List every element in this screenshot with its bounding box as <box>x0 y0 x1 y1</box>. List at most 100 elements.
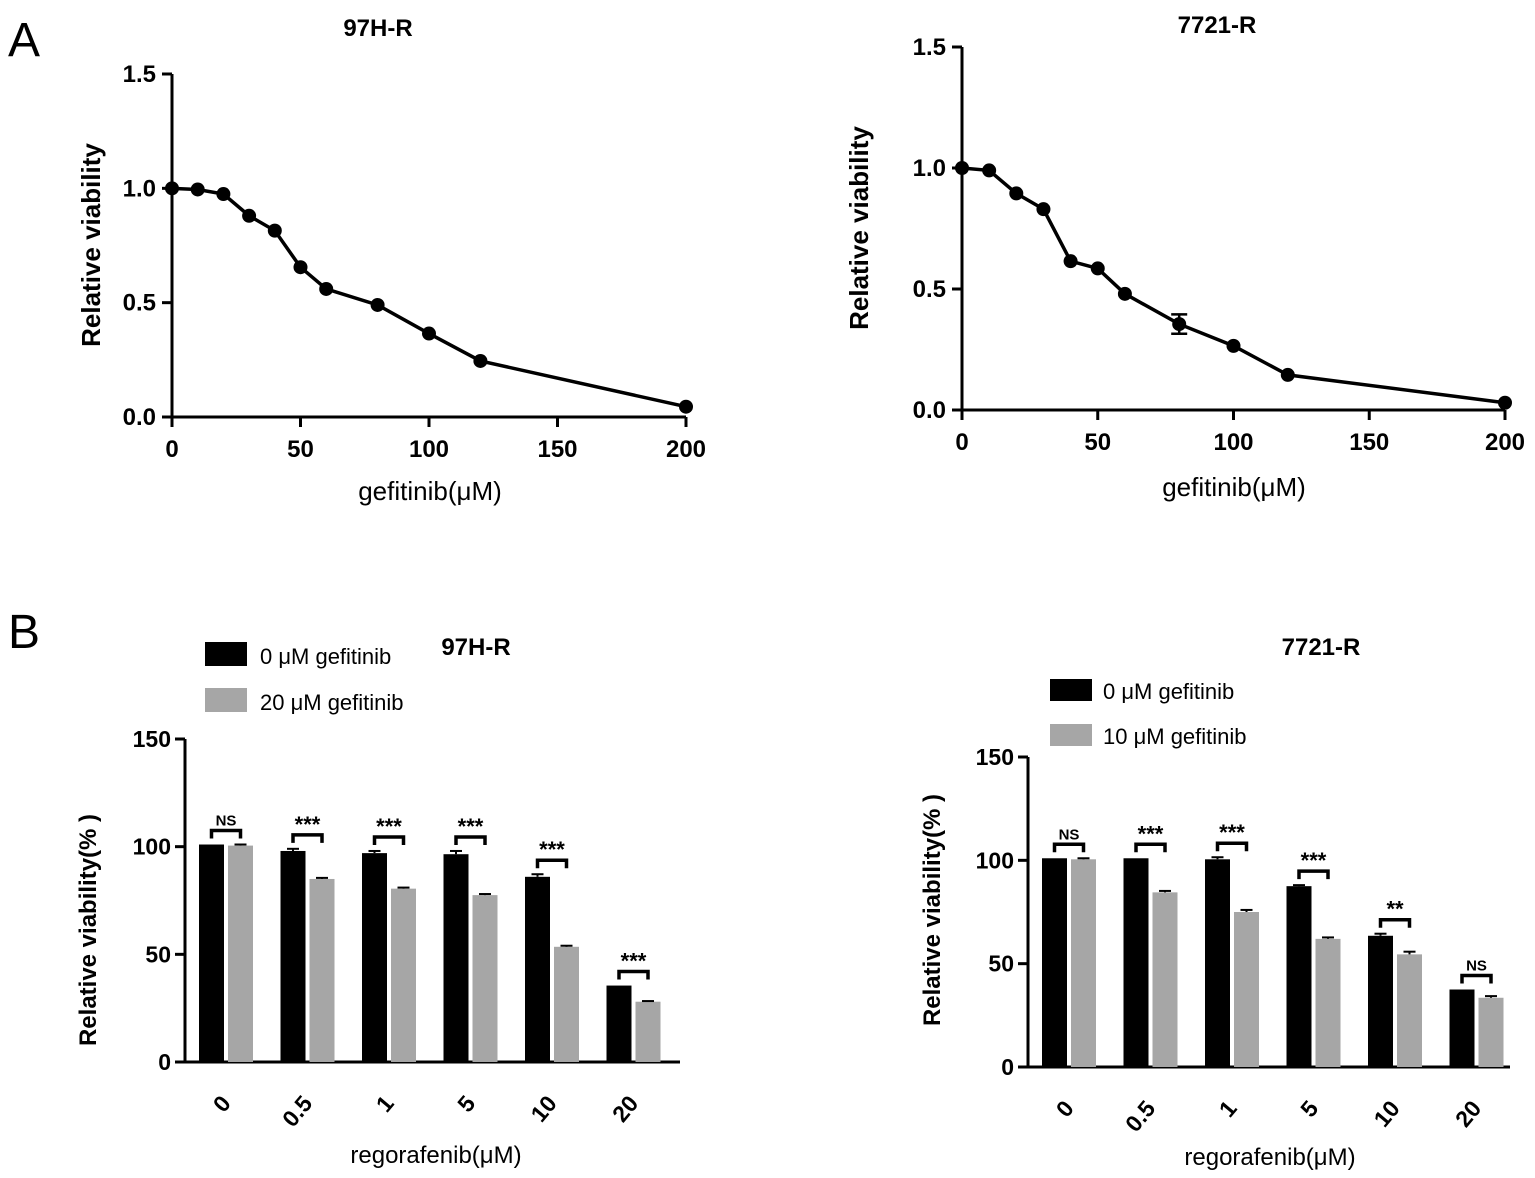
data-point <box>1009 186 1024 201</box>
bar <box>1478 997 1504 1067</box>
x-tick-label: 10 <box>525 1091 561 1127</box>
legend-label: 20 μM gefitinib <box>260 690 404 715</box>
x-axis-label: gefitinib(μM) <box>358 476 502 506</box>
significance-bracket <box>291 833 324 843</box>
data-point <box>165 181 179 196</box>
significance-label: NS <box>1059 826 1080 843</box>
significance-bracket <box>1052 842 1086 853</box>
chart-97h-r-line: 97H-R 0 50 100 150 200 0.0 0.5 1.0 1.5 gefitinib(μ… <box>76 15 706 506</box>
significance-label: *** <box>295 812 321 837</box>
data-point <box>982 163 997 178</box>
legend-swatch <box>205 688 247 712</box>
x-tick-label: 10 <box>1368 1096 1404 1132</box>
y-tick-label: 50 <box>145 941 171 967</box>
significance-label: NS <box>216 813 237 830</box>
significance-bracket <box>209 828 243 839</box>
y-tick-label: 0.0 <box>913 397 946 424</box>
legend-swatch <box>205 642 247 666</box>
y-tick-label: 1.0 <box>123 175 156 202</box>
significance-label: *** <box>1219 820 1245 845</box>
bar <box>554 946 579 1062</box>
bar <box>472 895 498 1062</box>
significance-bracket <box>1297 869 1330 880</box>
x-tick-label: 1 <box>1214 1095 1242 1122</box>
bar <box>199 844 224 1062</box>
y-axis-label: Relative viability <box>76 143 106 347</box>
x-tick-label: 0 <box>208 1091 236 1118</box>
bar <box>443 854 469 1062</box>
y-tick-label: 100 <box>133 834 171 860</box>
bar <box>635 1001 661 1062</box>
x-tick-label: 150 <box>537 436 577 463</box>
x-tick-label: 100 <box>409 436 449 463</box>
bar <box>309 878 335 1062</box>
y-tick-label: 1.5 <box>913 34 946 61</box>
x-tick-label: 0.5 <box>1120 1095 1161 1136</box>
y-tick-label: 150 <box>976 744 1014 770</box>
data-point <box>1280 367 1295 382</box>
x-axis-label: gefitinib(μM) <box>1162 472 1306 502</box>
x-tick-label: 50 <box>1084 429 1111 456</box>
significance-label: ** <box>1386 897 1404 922</box>
bar <box>1123 858 1149 1067</box>
significance-bracket <box>372 835 406 845</box>
x-axis-label: regorafenib(μM) <box>350 1142 521 1169</box>
y-axis-label: Relative viability(% ) <box>75 814 102 1046</box>
data-point <box>1063 254 1078 269</box>
significance-label: *** <box>1138 821 1164 846</box>
x-tick-label: 200 <box>1485 429 1525 456</box>
significance-bracket <box>617 969 650 980</box>
legend-label: 0 μM gefitinib <box>260 644 391 669</box>
y-tick-label: 1.0 <box>913 155 946 182</box>
x-tick-label: 150 <box>1349 429 1389 456</box>
y-tick-label: 1.5 <box>123 61 156 88</box>
x-tick-label: 100 <box>1213 429 1253 456</box>
bar <box>1449 989 1475 1067</box>
data-point <box>1090 261 1105 276</box>
x-tick-label: 5 <box>1295 1095 1323 1122</box>
data-point <box>1498 395 1512 410</box>
bar <box>280 850 306 1062</box>
significance-label: *** <box>458 814 484 839</box>
data-point <box>190 182 205 197</box>
bar <box>1234 912 1259 1067</box>
x-axis-label: regorafenib(μM) <box>1184 1144 1355 1171</box>
significance-bracket <box>535 858 569 869</box>
data-point <box>216 187 231 202</box>
bar <box>1205 859 1230 1067</box>
y-tick-label: 150 <box>133 726 171 752</box>
x-tick-label: 0 <box>1051 1096 1079 1123</box>
significance-bracket <box>1460 973 1493 984</box>
y-tick-label: 0.0 <box>123 404 156 431</box>
data-point <box>1226 338 1241 353</box>
panel-letter-b: B <box>8 606 40 659</box>
y-tick-label: 0.5 <box>123 290 156 317</box>
data-point <box>679 399 693 414</box>
y-tick-label: 50 <box>988 951 1014 977</box>
legend-swatch <box>1050 724 1092 746</box>
significance-label: *** <box>1301 848 1327 873</box>
y-tick-label: 0 <box>1001 1054 1014 1080</box>
y-tick-label: 0.5 <box>913 276 946 303</box>
bar <box>362 853 387 1062</box>
significance-label: *** <box>376 814 402 839</box>
panel-letter-a: A <box>8 14 40 67</box>
y-axis-label: Relative viability <box>844 126 874 330</box>
chart-title: 7721-R <box>1178 12 1257 39</box>
y-tick-label: 0 <box>158 1049 171 1075</box>
bar <box>1071 859 1096 1067</box>
significance-label: NS <box>1466 958 1487 975</box>
bar <box>1315 938 1341 1067</box>
bar <box>1368 935 1393 1067</box>
significance-label: *** <box>539 837 565 862</box>
data-point <box>422 326 436 341</box>
legend-swatch <box>1050 679 1092 701</box>
legend-label: 10 μM gefitinib <box>1103 724 1247 749</box>
data-point <box>370 297 385 312</box>
x-tick-label: 0 <box>165 436 178 463</box>
bar <box>1042 858 1067 1067</box>
x-tick-label: 1 <box>371 1090 399 1117</box>
